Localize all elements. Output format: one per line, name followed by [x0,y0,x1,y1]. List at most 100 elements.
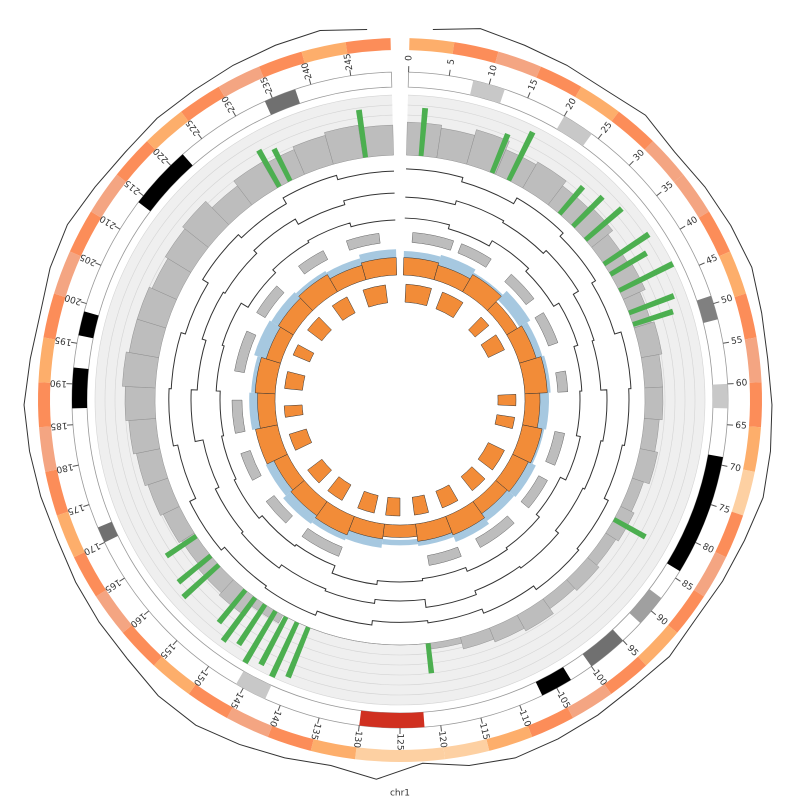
tick-mark [527,92,531,99]
heatmap-cell [604,656,647,694]
blue-area [345,530,383,548]
orange-tile [435,484,459,509]
tick-mark [590,666,596,672]
tick-label: 130 [351,730,363,749]
orange-area [382,523,418,538]
heatmap-cell [495,51,541,78]
tick-label: 15 [527,78,541,92]
blue-area [265,460,293,496]
blue-area [283,490,319,524]
tick-mark [563,110,568,117]
heatmap-cell [95,590,132,633]
tick-label: 180 [55,461,74,474]
tick-label: 40 [685,215,700,230]
tick-mark [72,464,79,467]
blue-area [497,290,531,328]
highlight-bar [602,231,651,267]
heatmap-cell [452,42,499,64]
orange-area [257,392,278,429]
gray-tile [545,431,565,466]
tick-mark [114,225,121,230]
heatmap-cell [43,293,66,340]
heatmap-cell [38,337,56,383]
tick-label: 70 [728,462,741,474]
tick-mark [357,725,360,732]
highlight-bar [220,596,258,643]
orange-tile [288,428,313,451]
gray-tile [265,495,293,524]
ideogram-band [470,80,505,104]
heatmap-cell [719,251,746,298]
tick-mark [98,541,105,546]
gray-tile [457,243,492,268]
highlight-bar [258,615,289,667]
ideogram-band [629,589,662,624]
gray-tile [520,475,548,509]
heatmap-cell [69,211,102,257]
tick-mark [597,133,603,140]
highlight-bar [236,603,268,647]
ideogram-band [696,295,718,323]
tick-mark [480,717,483,724]
heatmap-cell [188,684,233,718]
gray-tile [234,330,257,373]
histogram-bar [128,418,161,455]
gray-tile [411,232,455,251]
tick-mark [80,301,87,305]
heatmap-cell [567,684,612,718]
step-line [190,192,608,608]
heatmap-cell [443,739,490,760]
histogram-bar [358,124,394,159]
orange-tile [385,496,401,517]
heatmap-cell [486,725,533,751]
heatmap-cell [743,426,761,472]
ideogram-band [264,89,300,115]
tick-label: 10 [487,64,500,78]
tick-label: 135 [308,722,322,741]
highlight-bar [557,184,586,216]
tick-mark [440,725,443,732]
blue-area [481,490,515,522]
tick-label: 20 [565,97,580,112]
tick-label: 115 [477,722,491,741]
orange-tile [460,466,486,492]
orange-tile [307,316,332,342]
heatmap-cell [54,251,81,298]
tick-mark [308,78,312,85]
tick-label: 55 [730,335,743,347]
blue-area [507,460,536,497]
ideogram-band [97,521,119,543]
heatmap-cell [673,174,710,218]
gray-tile [345,233,381,251]
highlight-bar [489,132,511,174]
tick-mark [698,262,705,266]
heatmap-cell [744,337,762,383]
highlight-bar [181,563,221,600]
tick-mark [277,705,281,712]
heatmap-cell [39,426,57,472]
gray-tile [534,312,559,347]
tick-mark [239,687,244,694]
gray-tile [298,250,329,275]
tick-label: 0 [404,55,414,61]
orange-tile [480,334,505,358]
orange-area [522,392,541,429]
tick-mark [650,610,657,616]
highlight-bar [612,517,647,540]
orange-tile [468,316,490,338]
orange-tile [307,458,332,484]
heatmap-cell [45,469,69,516]
orange-tile [284,371,306,391]
highlight-bar [628,293,675,316]
ideogram-band [72,367,89,409]
tick-mark [679,225,686,230]
heatmap-cell [301,42,348,64]
gray-tile [427,546,462,566]
tick-label: 30 [632,148,647,163]
ideogram-band [556,116,592,147]
orange-tile [292,344,315,363]
tick-label: 90 [654,613,669,628]
ideogram-band [359,710,425,728]
heatmap-cell [698,211,731,257]
heatmap-cell [527,707,574,737]
